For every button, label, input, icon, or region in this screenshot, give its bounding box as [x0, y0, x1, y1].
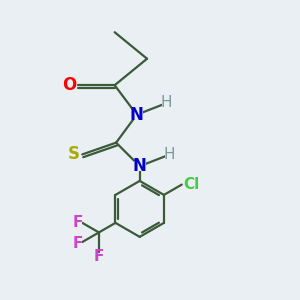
Bar — [162, 99, 171, 107]
Bar — [74, 239, 82, 247]
Bar — [131, 110, 142, 120]
Bar — [69, 150, 79, 159]
Text: F: F — [94, 249, 104, 264]
Text: H: H — [164, 147, 175, 162]
Bar — [74, 219, 82, 227]
Bar — [184, 180, 199, 189]
Bar — [165, 150, 174, 158]
Text: F: F — [73, 236, 83, 251]
Bar — [64, 81, 75, 89]
Text: H: H — [160, 95, 172, 110]
Text: N: N — [133, 157, 147, 175]
Bar — [95, 253, 103, 261]
Text: N: N — [130, 106, 144, 124]
Text: Cl: Cl — [183, 177, 199, 192]
Text: S: S — [68, 146, 80, 164]
Bar — [134, 161, 146, 171]
Text: F: F — [73, 215, 83, 230]
Text: O: O — [62, 76, 77, 94]
